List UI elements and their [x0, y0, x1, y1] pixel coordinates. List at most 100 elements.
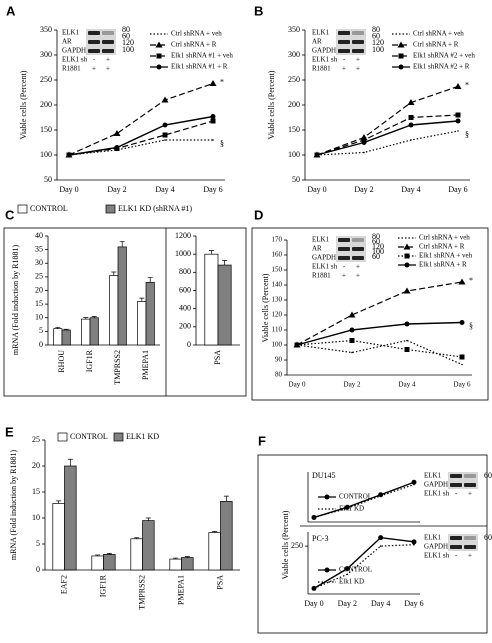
- y-axis-label: Viable cells (Percent): [267, 70, 276, 139]
- y-tick-label: 150: [40, 125, 52, 134]
- x-tick-label: RHOU: [57, 350, 66, 373]
- x-tick-label: Day 0: [304, 599, 323, 608]
- blot-condition-label: ELK1 sh: [312, 56, 338, 64]
- blot-band: [338, 238, 350, 242]
- blot-sign: +: [342, 272, 346, 280]
- y-tick-label: 130: [272, 296, 283, 304]
- y-tick-label: 110: [272, 326, 283, 334]
- data-point: [212, 139, 214, 141]
- y-tick-label: 10: [35, 313, 43, 322]
- data-point: [411, 479, 417, 485]
- data-point: [161, 96, 169, 103]
- x-tick-label: IGF1R: [85, 349, 94, 372]
- data-point: [66, 152, 72, 158]
- data-point: [210, 118, 216, 124]
- blot-band: [464, 536, 476, 540]
- blot-condition-label: ELK1 sh: [62, 56, 88, 64]
- error-bar: [119, 241, 125, 247]
- chart-subtitle: DU145: [312, 471, 336, 480]
- data-point: [313, 587, 315, 590]
- blot-marker: 60: [372, 237, 380, 246]
- blot-band: [338, 40, 350, 44]
- error-bar: [67, 458, 73, 466]
- data-point: [351, 351, 353, 354]
- x-tick-label: Day 0: [289, 381, 306, 389]
- data-point: [164, 139, 166, 141]
- blot-band: [464, 483, 476, 487]
- error-bar: [212, 531, 218, 533]
- y-axis-label: Viable cells (Percent): [19, 70, 28, 139]
- legend-label: CONTROL: [339, 566, 372, 574]
- bar: [53, 328, 63, 346]
- panel-label: F: [258, 433, 266, 448]
- blot-marker: 80: [372, 232, 380, 241]
- blot-marker: 80: [372, 25, 380, 34]
- blot-sign: -: [455, 552, 458, 560]
- y-tick-label: 5: [36, 539, 40, 548]
- x-tick-label: Day 4: [399, 381, 416, 389]
- y-tick-label: 30: [35, 258, 43, 267]
- y-axis-label: Viable cells (Percent): [281, 510, 290, 579]
- blot-row-label: GAPDH: [424, 481, 448, 489]
- y-tick-label: 200: [40, 100, 52, 109]
- y-tick-label: 10: [32, 513, 40, 522]
- data-point: [407, 99, 415, 105]
- bar: [117, 246, 127, 346]
- series-line: [296, 281, 463, 346]
- data-point: [348, 311, 356, 318]
- annotation: *: [469, 276, 473, 285]
- x-tick-label: Day 2: [338, 599, 357, 608]
- bar: [91, 555, 104, 571]
- legend-marker: [155, 41, 163, 48]
- y-tick-label: 300: [288, 50, 300, 59]
- series-line: [316, 114, 459, 156]
- blot-sign: +: [92, 65, 96, 73]
- blot-row-label: AR: [312, 245, 322, 253]
- panel-f-frame: [257, 454, 488, 634]
- blot-marker: 60: [372, 252, 380, 261]
- y-tick-label: 400: [179, 303, 191, 312]
- blot-sign: -: [93, 56, 96, 64]
- blot-marker: 60: [484, 533, 492, 542]
- panel-c-frame: [3, 227, 247, 397]
- x-tick-label: Day 6: [203, 185, 222, 194]
- y-tick-label: 35: [35, 244, 43, 253]
- y-tick-label: 350: [288, 25, 300, 34]
- blot-row-label: ELK1: [424, 534, 442, 542]
- series-line: [316, 120, 459, 156]
- x-tick-label: EAF2: [59, 575, 68, 594]
- data-point: [458, 278, 466, 285]
- series-line: [313, 536, 415, 589]
- bar: [64, 465, 77, 571]
- bar: [208, 532, 221, 571]
- error-bar: [134, 537, 140, 539]
- legend-marker: [324, 494, 330, 500]
- error-bar: [145, 517, 151, 521]
- y-tick-label: 0: [36, 565, 40, 574]
- y-tick-label: 25: [35, 272, 43, 281]
- bar: [130, 538, 143, 571]
- data-point: [457, 130, 459, 132]
- blot-band: [450, 536, 462, 540]
- x-tick-label: Day 0: [307, 185, 326, 194]
- legend-marker: [397, 41, 405, 48]
- x-tick-label: PSA: [215, 575, 224, 590]
- bar: [52, 503, 65, 571]
- data-point: [349, 327, 355, 333]
- error-bar: [223, 495, 229, 502]
- y-tick-label: 90: [275, 356, 283, 364]
- y-tick-label: 250: [288, 75, 300, 84]
- y-tick-label: 100: [40, 150, 52, 159]
- y-tick-label: 80: [275, 371, 283, 379]
- error-bar: [184, 556, 190, 558]
- data-point: [346, 507, 349, 510]
- legend-label: ELK1 KD: [126, 432, 159, 441]
- blot-band: [450, 474, 462, 478]
- legend-label: Ctrl shRNA + veh: [413, 30, 464, 38]
- blot-condition-label: R1881: [312, 65, 331, 73]
- y-axis-label: Viable cells (Percent): [261, 273, 270, 342]
- y-tick-label: 350: [40, 25, 52, 34]
- blot-row-label: ELK1: [312, 29, 330, 37]
- legend-marker: [403, 243, 411, 250]
- data-point: [379, 545, 382, 547]
